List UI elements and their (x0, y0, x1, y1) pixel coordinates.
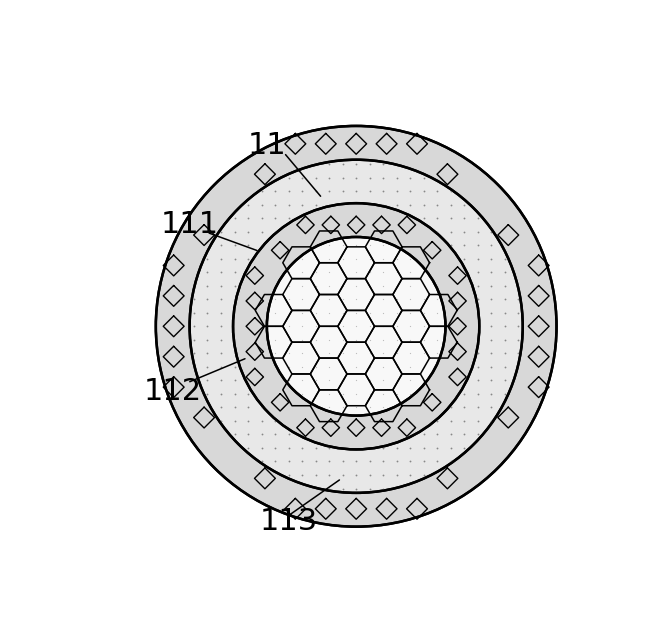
Text: 112: 112 (144, 377, 202, 406)
Text: 113: 113 (260, 507, 318, 536)
Text: 111: 111 (161, 211, 218, 240)
Circle shape (189, 160, 523, 493)
Text: 11: 11 (248, 131, 286, 160)
Circle shape (156, 126, 557, 527)
Circle shape (267, 237, 446, 416)
Circle shape (233, 203, 479, 450)
